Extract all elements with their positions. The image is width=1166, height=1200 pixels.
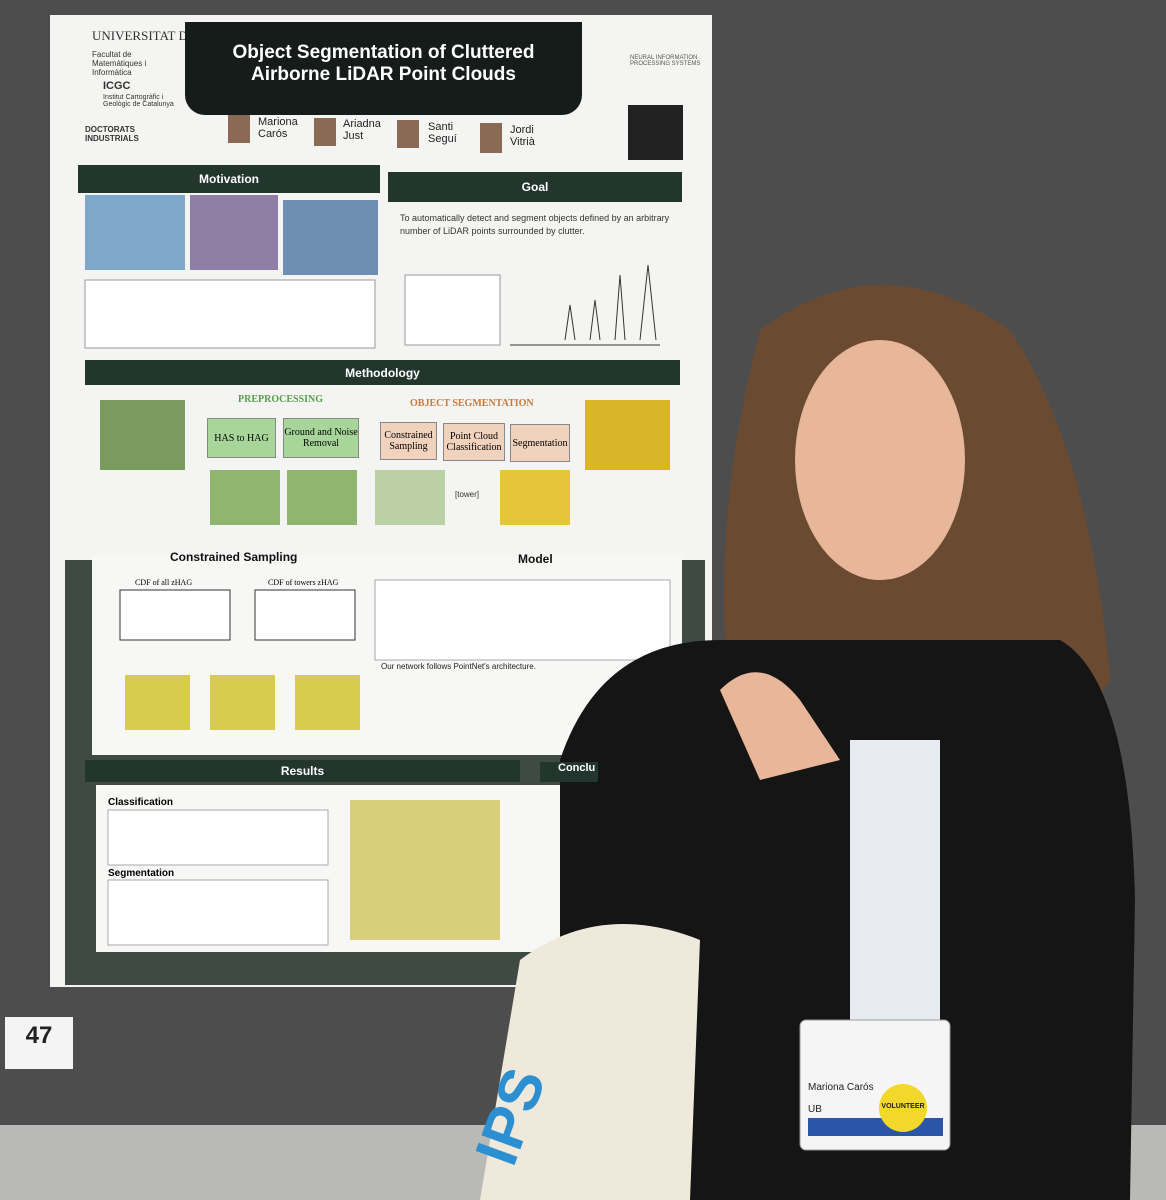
step: Constrained Sampling: [380, 422, 437, 460]
affiliation: Facultat de Matemàtiques i Informàtica: [92, 50, 147, 77]
badge-name: Mariona Carós: [808, 1082, 874, 1093]
section-heading: Conclu: [540, 762, 598, 782]
model-text: Our network follows PointNet's architect…: [381, 662, 536, 671]
author: Jordi Vitrià: [510, 124, 535, 148]
step: Point Cloud Classification: [443, 423, 505, 461]
class-label: [tower]: [455, 490, 480, 499]
title-line: Airborne LiDAR Point Clouds: [251, 64, 516, 85]
author: Santi Seguí: [428, 121, 457, 145]
poster-title: Object Segmentation of Cluttered Airborn…: [185, 22, 582, 115]
results-heading: Classification: [108, 797, 174, 808]
affiliation: ICGC: [103, 80, 131, 92]
step: Segmentation: [510, 424, 570, 462]
board-number: 47: [25, 1022, 53, 1049]
author: Ariadna Just: [343, 118, 381, 142]
section-heading: Results: [85, 760, 520, 782]
section-heading: Model: [518, 552, 553, 566]
section-heading: Goal: [388, 172, 682, 202]
badge-role: VOLUNTEER: [881, 1103, 925, 1110]
results-heading: Segmentation: [108, 868, 175, 879]
chart-title: CDF of towers zHAG: [268, 578, 339, 587]
affiliation: DOCTORATS INDUSTRIALS: [85, 125, 139, 143]
goal-text: To automatically detect and segment obje…: [400, 213, 670, 236]
chart-title: CDF of all zHAG: [135, 578, 193, 587]
author: Mariona Carós: [258, 116, 298, 140]
step: HAS to HAG: [207, 418, 276, 458]
step: Ground and Noise Removal: [283, 418, 359, 458]
step-group: OBJECT SEGMENTATION: [410, 398, 534, 409]
title-line: Object Segmentation of Cluttered: [232, 42, 535, 63]
section-heading: Methodology: [85, 360, 680, 385]
badge-affiliation: UB: [808, 1104, 822, 1115]
section-heading: Constrained Sampling: [170, 550, 298, 564]
section-heading: Motivation: [78, 165, 380, 193]
step-group: PREPROCESSING: [238, 394, 324, 405]
affiliation: Institut Cartogràfic i Geològic de Catal…: [103, 94, 174, 108]
affiliation: NEURAL INFORMATION PROCESSING SYSTEMS: [630, 55, 701, 67]
